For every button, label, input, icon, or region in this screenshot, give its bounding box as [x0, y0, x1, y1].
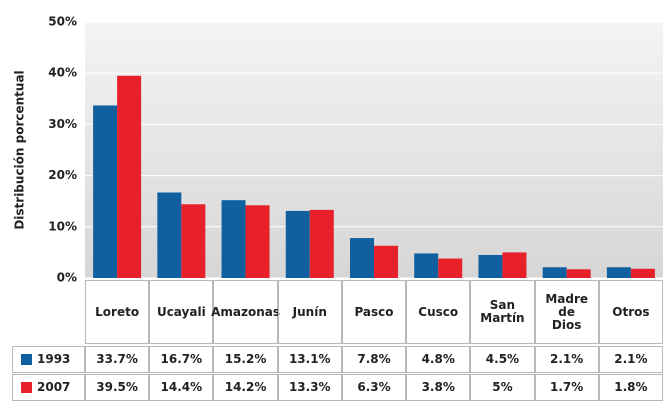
- y-tick-label: 0%: [57, 271, 77, 285]
- table-value: 33.7%: [85, 346, 150, 373]
- table-value: 13.3%: [277, 374, 342, 401]
- table-value: 14.4%: [149, 374, 214, 401]
- category-label: Cusco: [406, 280, 471, 344]
- table-value: 6.3%: [341, 374, 407, 401]
- y-tick-label: 20%: [48, 168, 77, 182]
- bar: [157, 192, 182, 278]
- category-label: Otros: [598, 280, 663, 344]
- table-value: 4.8%: [406, 346, 471, 373]
- bar: [309, 209, 334, 278]
- legend-cell: 2007: [12, 374, 85, 401]
- bar: [414, 253, 439, 278]
- category-label: Madre de Dios: [534, 280, 599, 344]
- bar: [221, 200, 246, 278]
- bar: [93, 105, 118, 279]
- legend-cell: 1993: [12, 346, 85, 373]
- legend-swatch: [21, 354, 32, 365]
- bar: [438, 258, 463, 278]
- table-value: 5%: [470, 374, 535, 401]
- bar: [374, 245, 398, 278]
- table-value: 13.1%: [277, 346, 342, 373]
- bar: [350, 238, 374, 278]
- table-value: 7.8%: [341, 346, 407, 373]
- bar: [630, 268, 655, 278]
- table-value: 14.2%: [213, 374, 278, 401]
- bar: [245, 205, 270, 278]
- bar: [542, 267, 567, 278]
- category-label: Ucayali: [149, 280, 214, 344]
- table-value: 2.1%: [534, 346, 599, 373]
- y-axis-label: Distribución porcentual: [13, 70, 27, 229]
- table-value: 3.8%: [406, 374, 471, 401]
- y-tick-label: 30%: [48, 117, 77, 131]
- bar: [606, 267, 631, 278]
- table-value: 1.7%: [534, 374, 599, 401]
- bar: [502, 252, 527, 278]
- category-label: San Martín: [470, 280, 535, 344]
- bar: [566, 269, 591, 278]
- legend-swatch: [21, 382, 32, 393]
- table-value: 39.5%: [85, 374, 150, 401]
- category-label: Junín: [277, 280, 342, 344]
- y-tick-label: 40%: [48, 66, 77, 80]
- table-value: 4.5%: [470, 346, 535, 373]
- y-tick-label: 10%: [48, 219, 77, 233]
- y-tick-label: 50%: [48, 15, 77, 29]
- table-value: 2.1%: [598, 346, 663, 373]
- category-label: Pasco: [341, 280, 407, 344]
- bar: [181, 204, 206, 278]
- table-value: 15.2%: [213, 346, 278, 373]
- bar: [478, 254, 503, 278]
- table-value: 1.8%: [598, 374, 663, 401]
- table-value: 16.7%: [149, 346, 214, 373]
- legend-label: 2007: [37, 380, 71, 394]
- category-label: Loreto: [85, 280, 150, 344]
- bar: [117, 75, 142, 278]
- bar: [285, 210, 310, 278]
- category-label: Amazonas: [211, 280, 280, 344]
- legend-label: 1993: [37, 352, 71, 366]
